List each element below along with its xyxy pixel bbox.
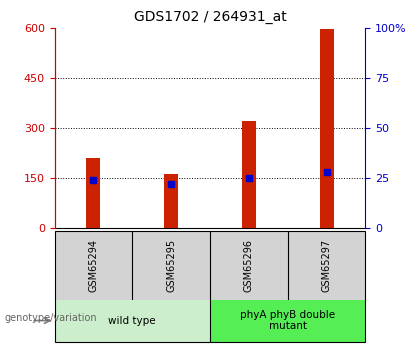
Bar — [210, 231, 288, 299]
Title: GDS1702 / 264931_at: GDS1702 / 264931_at — [134, 10, 286, 24]
Bar — [242, 121, 256, 228]
Bar — [320, 29, 333, 228]
Bar — [288, 231, 365, 299]
Text: GSM65295: GSM65295 — [166, 239, 176, 292]
Bar — [164, 174, 178, 228]
Bar — [55, 299, 210, 342]
Text: GSM65294: GSM65294 — [89, 239, 98, 292]
Text: phyA phyB double
mutant: phyA phyB double mutant — [240, 310, 335, 332]
Text: wild type: wild type — [108, 316, 156, 326]
Bar — [210, 299, 365, 342]
Bar — [132, 231, 210, 299]
Text: GSM65296: GSM65296 — [244, 239, 254, 292]
Bar — [55, 231, 132, 299]
Bar — [87, 158, 100, 228]
Text: GSM65297: GSM65297 — [322, 239, 331, 292]
Text: genotype/variation: genotype/variation — [4, 313, 97, 323]
